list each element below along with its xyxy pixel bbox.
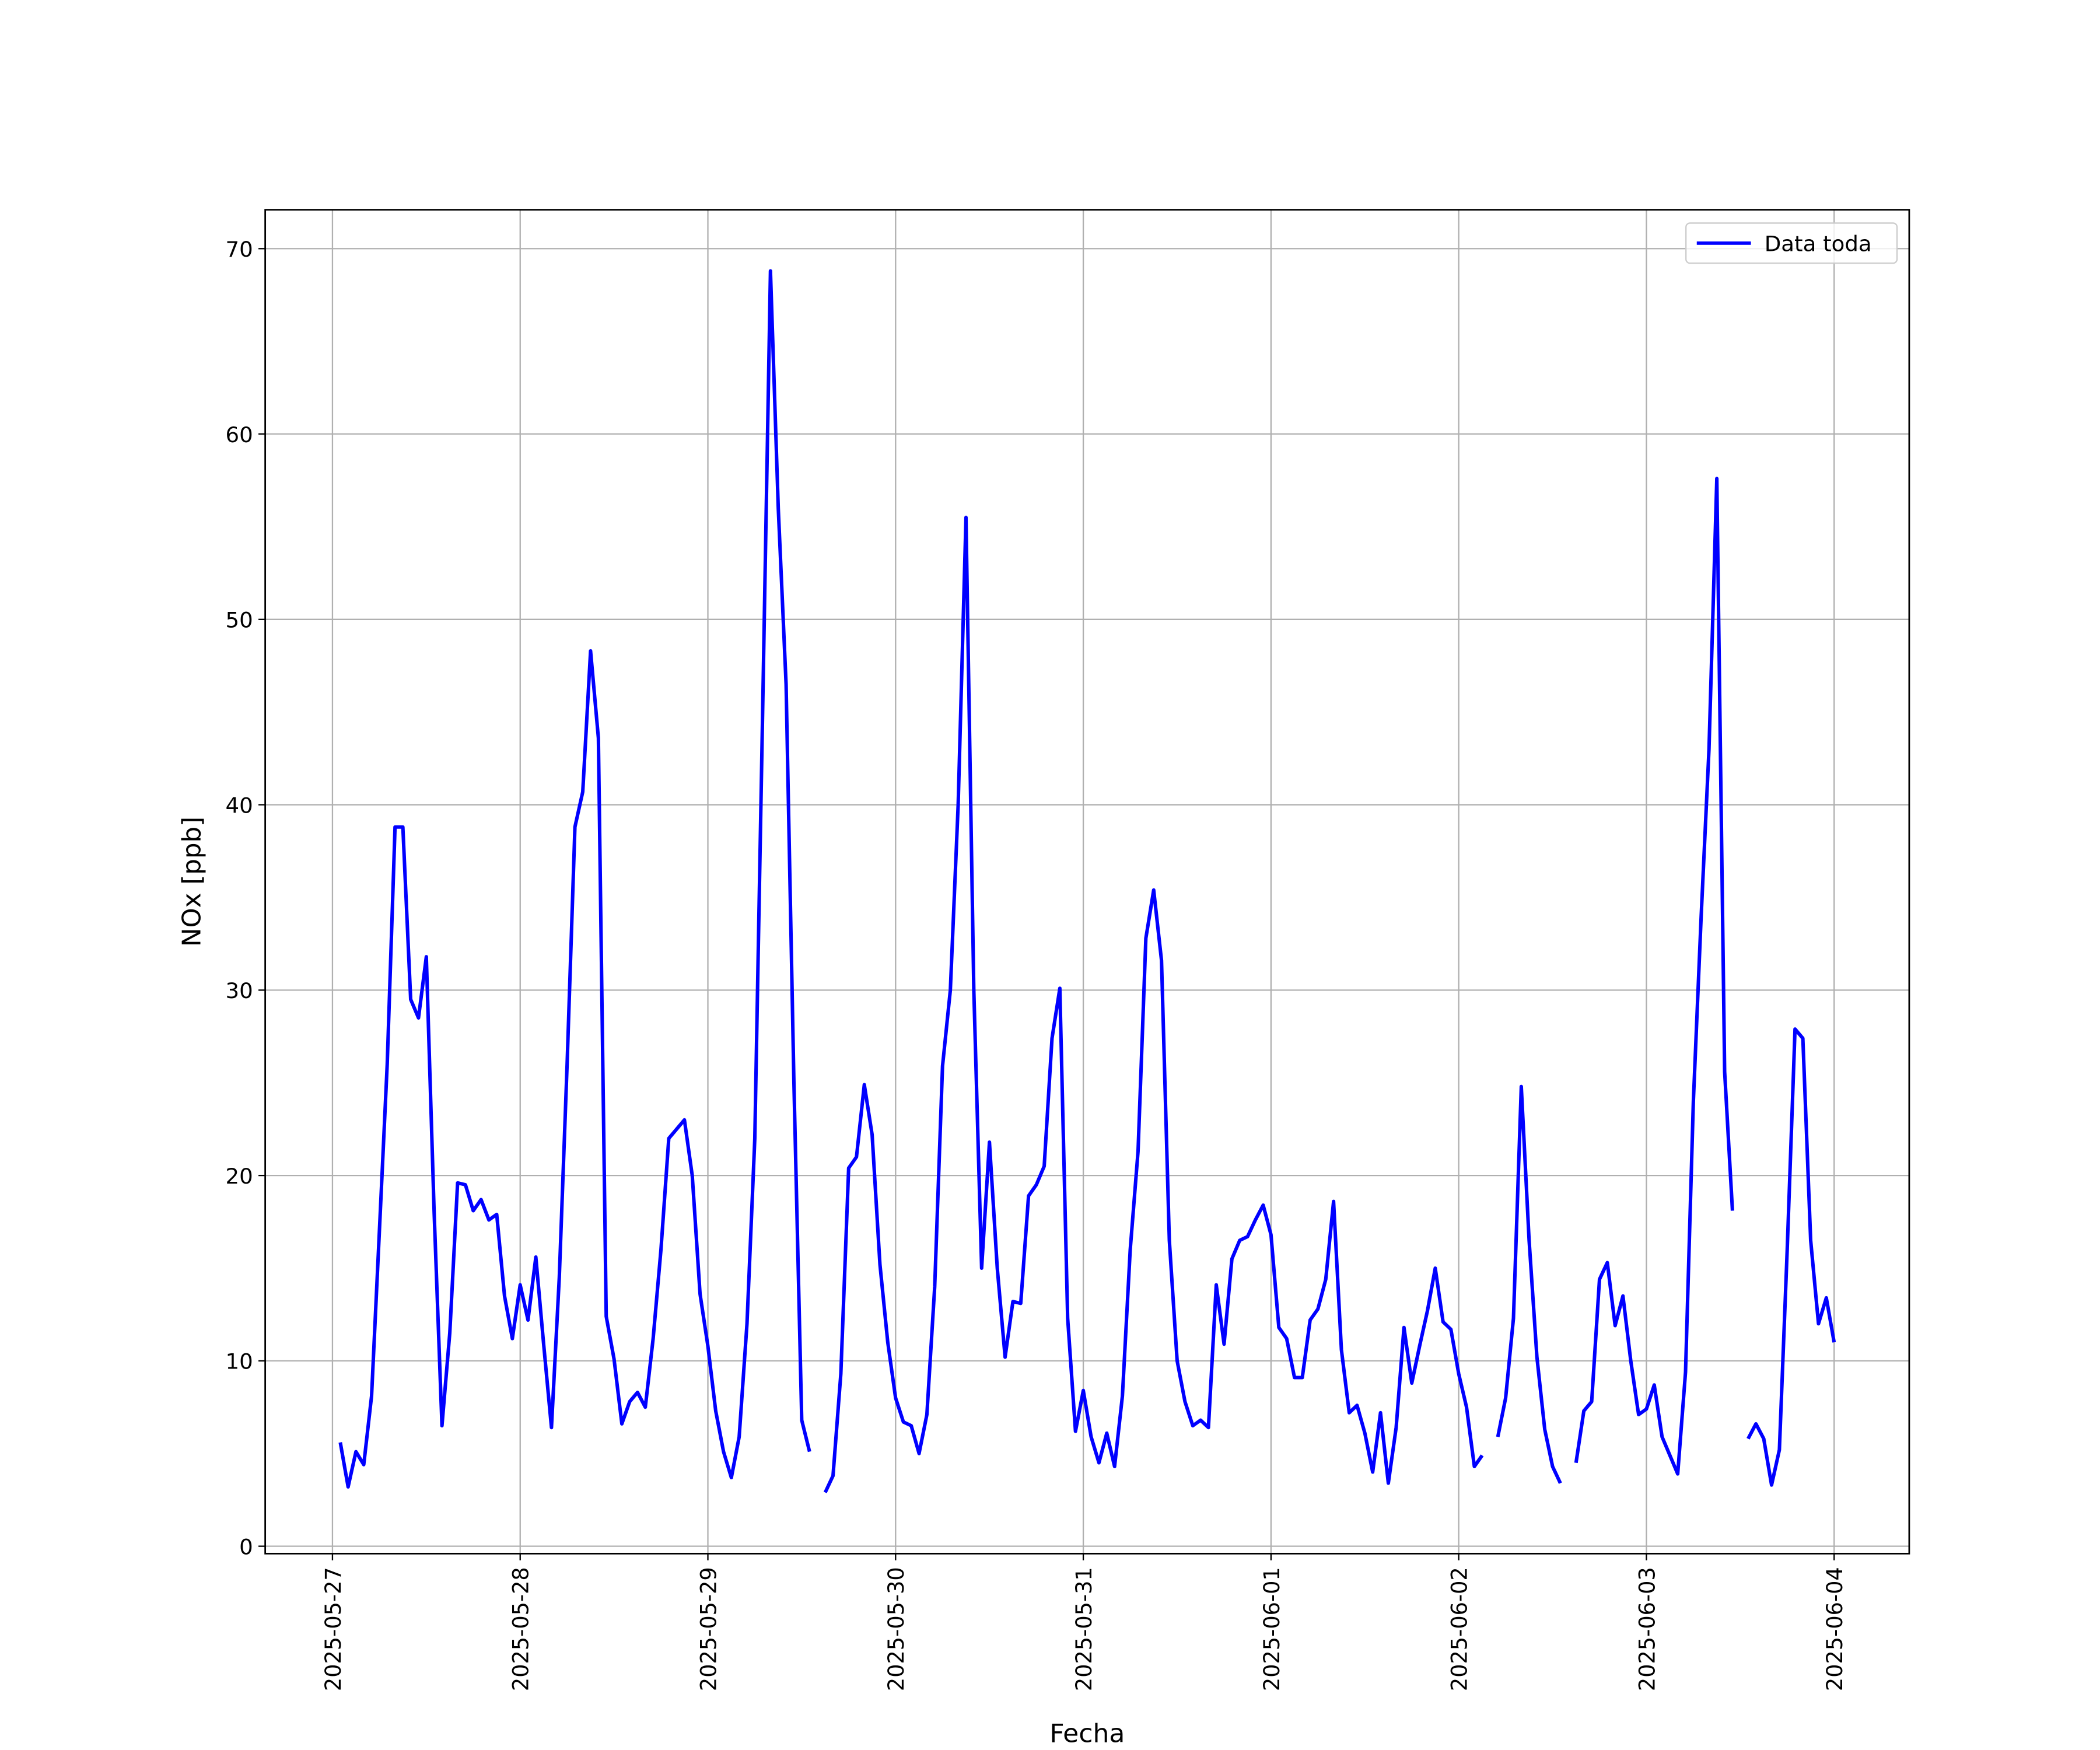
legend-box bbox=[1685, 222, 1898, 264]
y-tick-label: 70 bbox=[226, 237, 253, 262]
y-tick-label: 0 bbox=[239, 1535, 253, 1560]
x-tick-label: 2025-06-03 bbox=[1634, 1567, 1660, 1691]
y-tick-label: 60 bbox=[226, 422, 253, 447]
y-tick-label: 10 bbox=[226, 1349, 253, 1374]
y-tick-label: 40 bbox=[226, 793, 253, 818]
legend-label: Data toda bbox=[1765, 232, 1872, 257]
legend: Data toda bbox=[1685, 222, 1898, 264]
x-tick-label: 2025-06-02 bbox=[1447, 1567, 1472, 1691]
plot-frame bbox=[264, 209, 1910, 1555]
x-tick-label: 2025-06-01 bbox=[1259, 1567, 1284, 1691]
data-line bbox=[338, 269, 1836, 1493]
x-tick-label: 2025-06-04 bbox=[1822, 1567, 1847, 1691]
y-tick-label: 30 bbox=[226, 978, 253, 1003]
x-tick-label: 2025-05-29 bbox=[696, 1567, 721, 1691]
y-axis-label: NOx [ppb] bbox=[177, 817, 206, 947]
x-tick-label: 2025-05-28 bbox=[508, 1567, 533, 1691]
x-tick-label: 2025-05-31 bbox=[1072, 1567, 1097, 1691]
x-axis-label: Fecha bbox=[1049, 1719, 1125, 1749]
x-tick-label: 2025-05-27 bbox=[321, 1567, 346, 1691]
x-tick-label: 2025-05-30 bbox=[884, 1567, 909, 1691]
y-tick-label: 50 bbox=[226, 608, 253, 633]
y-tick-label: 20 bbox=[226, 1164, 253, 1189]
